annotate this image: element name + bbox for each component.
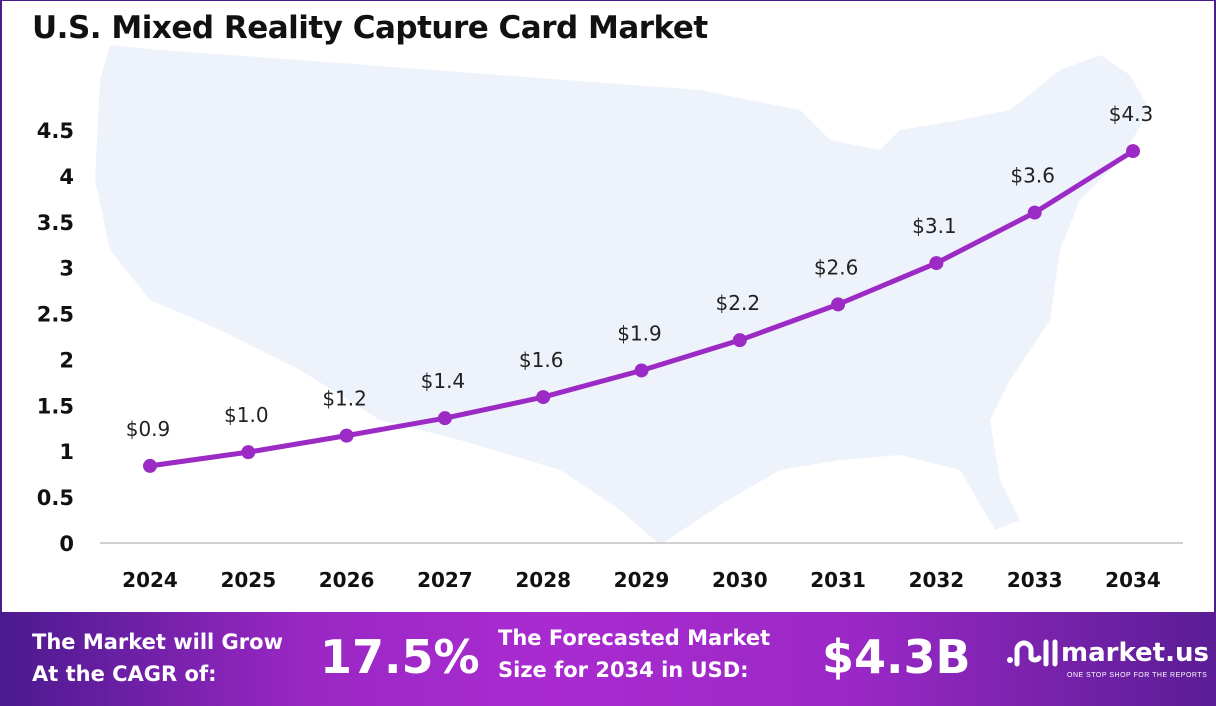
us-map-background (95, 45, 1150, 545)
data-label: $1.4 (421, 369, 466, 393)
forecast-value: $4.3B (822, 630, 971, 684)
cagr-value: 17.5% (320, 630, 480, 684)
line-chart: 0 0.5 1 1.5 2 2.5 3 3.5 4 4.5 2024 2025 2026 2027 202… (37, 45, 1183, 592)
chart-frame (0, 0, 1216, 612)
cagr-label-1: The Market will Grow (32, 630, 283, 654)
x-tick-label: 2030 (712, 568, 768, 592)
logo-name: market.us (1061, 638, 1209, 668)
data-point (241, 445, 256, 460)
x-tick-label: 2029 (614, 568, 670, 592)
y-tick-label: 3.5 (37, 211, 74, 235)
y-tick-label: 0 (59, 532, 74, 556)
logo-mark-icon (1007, 639, 1058, 667)
x-tick-label: 2024 (122, 568, 178, 592)
forecast-label-2: Size for 2034 in USD: (498, 658, 749, 682)
y-tick-label: 2.5 (37, 303, 74, 327)
data-point (536, 390, 551, 405)
data-label: $1.6 (519, 348, 564, 372)
y-tick-label: 3 (59, 257, 74, 281)
data-point (634, 363, 649, 378)
data-point (732, 333, 747, 348)
cagr-label-2: At the CAGR of: (32, 662, 217, 686)
x-tick-label: 2033 (1007, 568, 1063, 592)
data-point (831, 297, 846, 312)
x-tick-label: 2032 (909, 568, 965, 592)
y-tick-label: 1.5 (37, 394, 74, 418)
x-tick-label: 2026 (319, 568, 375, 592)
data-point (1027, 205, 1042, 220)
forecast-label-1: The Forecasted Market (498, 626, 771, 650)
data-point (143, 458, 157, 473)
data-label: $1.2 (322, 387, 367, 411)
data-label: $2.2 (716, 291, 761, 315)
data-point (437, 411, 452, 426)
x-tick-label: 2025 (220, 568, 276, 592)
x-tick-label: 2028 (515, 568, 571, 592)
y-tick-label: 2 (59, 348, 74, 372)
y-tick-label: 4.5 (37, 119, 74, 143)
data-point (1126, 144, 1140, 159)
data-point (929, 256, 944, 271)
y-tick-label: 1 (59, 440, 74, 464)
footer-banner: The Market will Grow At the CAGR of: 17.… (0, 612, 1216, 706)
y-tick-label: 0.5 (37, 486, 74, 510)
market-us-logo: market.us ONE STOP SHOP FOR THE REPORTS (1005, 636, 1209, 679)
data-label: $1.0 (224, 403, 269, 427)
x-tick-label: 2027 (417, 568, 473, 592)
y-tick-label: 4 (59, 165, 74, 189)
data-label: $1.9 (617, 321, 662, 345)
data-label: $0.9 (126, 417, 171, 441)
chart-title: U.S. Mixed Reality Capture Card Market (32, 10, 708, 46)
data-label: $4.3 (1109, 102, 1154, 126)
x-tick-label: 2034 (1105, 568, 1161, 592)
data-label: $3.1 (912, 214, 957, 238)
logo-tagline: ONE STOP SHOP FOR THE REPORTS (1067, 672, 1208, 679)
data-point (339, 428, 354, 443)
data-label: $3.6 (1010, 164, 1055, 188)
x-tick-label: 2031 (810, 568, 866, 592)
data-label: $2.6 (814, 255, 859, 279)
